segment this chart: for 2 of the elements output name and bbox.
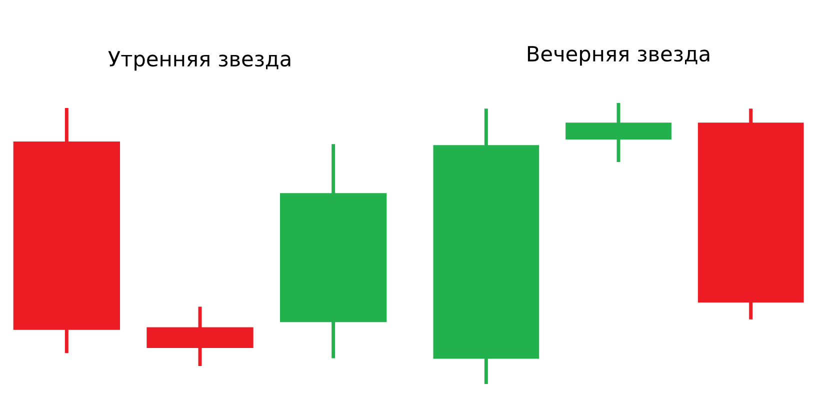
chart-title: Утренняя звезда	[108, 51, 290, 71]
chart-title: Вечерняя звезда	[528, 46, 710, 66]
